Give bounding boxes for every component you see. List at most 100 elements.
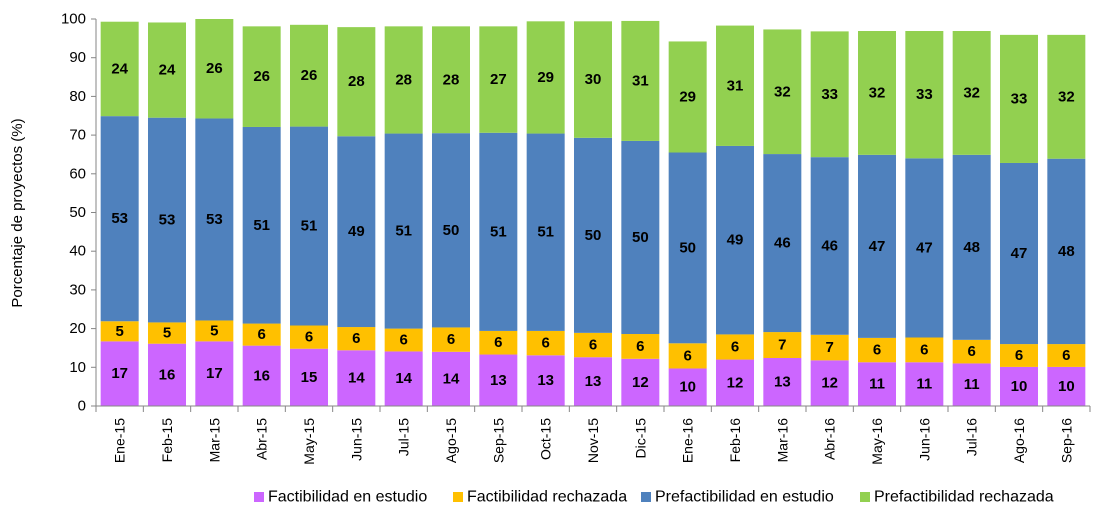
data-label: 48 bbox=[1058, 243, 1075, 260]
legend: Factibilidad en estudio Factibilidad rech… bbox=[254, 489, 1054, 506]
data-label: 5 bbox=[210, 322, 218, 339]
data-label: 32 bbox=[774, 83, 791, 100]
x-tick-label: Sep-16 bbox=[1058, 418, 1074, 463]
data-label: 12 bbox=[632, 374, 649, 391]
bar-segment bbox=[432, 351, 470, 406]
bar-segment bbox=[432, 26, 470, 134]
legend-swatch bbox=[860, 492, 870, 502]
data-label: 10 bbox=[679, 379, 696, 396]
data-label: 51 bbox=[301, 218, 318, 235]
data-label: 14 bbox=[443, 370, 460, 387]
bar-segment bbox=[195, 320, 234, 342]
x-tick-label: Jun-16 bbox=[916, 418, 932, 461]
bar-segment bbox=[148, 322, 186, 344]
bar-segment bbox=[952, 339, 991, 364]
data-label: 6 bbox=[731, 338, 739, 355]
bar-segment bbox=[1047, 366, 1086, 406]
bar-segment bbox=[716, 145, 754, 335]
data-label: 6 bbox=[541, 335, 549, 352]
legend-label: Prefactibilidad en estudio bbox=[655, 489, 834, 506]
data-label: 5 bbox=[115, 323, 123, 340]
x-tick-label: Ago-16 bbox=[1011, 418, 1027, 463]
bar-segment bbox=[952, 363, 991, 406]
x-tick-label: Sep-15 bbox=[490, 418, 506, 463]
bar-segment bbox=[526, 355, 565, 406]
bar-segment bbox=[668, 41, 707, 153]
bar-segment bbox=[432, 327, 470, 352]
bar-segment bbox=[621, 140, 660, 335]
bar-segment bbox=[810, 31, 849, 158]
bar-segment bbox=[952, 31, 991, 155]
data-label: 6 bbox=[399, 332, 407, 349]
data-label: 6 bbox=[683, 347, 691, 364]
bar-segment bbox=[432, 133, 470, 328]
data-label: 16 bbox=[159, 366, 176, 383]
data-label: 51 bbox=[253, 217, 270, 234]
data-label: 6 bbox=[1015, 347, 1023, 364]
data-label: 14 bbox=[395, 370, 412, 387]
data-label: 6 bbox=[1062, 347, 1070, 364]
bar-segment bbox=[858, 154, 896, 338]
bar-segment bbox=[858, 337, 896, 363]
data-label: 16 bbox=[253, 367, 270, 384]
data-label: 6 bbox=[967, 343, 975, 360]
data-label: 51 bbox=[490, 223, 507, 240]
bar-segment bbox=[574, 137, 612, 333]
bar-segment bbox=[1047, 344, 1086, 367]
data-label: 46 bbox=[774, 235, 791, 252]
data-label: 29 bbox=[537, 69, 554, 86]
bar-segment bbox=[242, 345, 281, 406]
x-tick-label: May-16 bbox=[869, 418, 885, 465]
x-tick-label: Dic-15 bbox=[632, 418, 648, 459]
bar-segment bbox=[148, 343, 186, 406]
bar-segment bbox=[290, 348, 328, 406]
bar-segment bbox=[668, 343, 707, 369]
data-label: 6 bbox=[920, 341, 928, 358]
bar-segment bbox=[337, 27, 376, 137]
bar-segment bbox=[100, 21, 139, 117]
data-label: 10 bbox=[1011, 378, 1028, 395]
y-tick-label: 60 bbox=[69, 165, 86, 182]
bar-segment bbox=[100, 341, 139, 406]
bar-segment bbox=[1000, 34, 1038, 163]
y-tick-label: 0 bbox=[78, 398, 86, 415]
bar-segment bbox=[242, 323, 281, 346]
legend-swatch bbox=[641, 492, 651, 502]
bar-segment bbox=[763, 332, 802, 359]
bar-segment bbox=[810, 157, 849, 335]
data-label: 48 bbox=[963, 239, 980, 256]
legend-swatch bbox=[254, 492, 264, 502]
data-label: 11 bbox=[916, 376, 932, 393]
data-label: 28 bbox=[395, 71, 412, 88]
bar-segment bbox=[905, 362, 944, 406]
data-label: 6 bbox=[636, 338, 644, 355]
bar-segment bbox=[905, 337, 944, 363]
x-tick-label: Ene-15 bbox=[112, 418, 128, 463]
x-tick-label: Abr-15 bbox=[254, 418, 270, 460]
data-label: 30 bbox=[585, 71, 602, 88]
bar-segment bbox=[621, 358, 660, 406]
x-tick-label: Jun-15 bbox=[348, 418, 364, 461]
bar-segment bbox=[242, 26, 281, 127]
bar-segment bbox=[384, 26, 423, 134]
bar-segment bbox=[1047, 34, 1086, 159]
bars-group: 17 5 53 24 16 5 53 24 17 5 53 26 16 6 51 26 15 6 51 26 14 6 49… bbox=[100, 19, 1086, 406]
data-label: 50 bbox=[585, 227, 602, 244]
bar-segment bbox=[195, 118, 234, 321]
data-label: 6 bbox=[447, 331, 455, 348]
data-label: 32 bbox=[1058, 88, 1075, 105]
bar-segment bbox=[621, 20, 660, 141]
data-label: 53 bbox=[159, 212, 176, 229]
data-label: 6 bbox=[257, 326, 265, 343]
data-label: 26 bbox=[253, 68, 270, 85]
y-tick-label: 80 bbox=[69, 88, 86, 105]
bar-segment bbox=[337, 136, 376, 328]
data-label: 50 bbox=[679, 239, 696, 256]
data-label: 17 bbox=[111, 365, 128, 382]
data-label: 7 bbox=[778, 337, 786, 354]
bar-segment bbox=[148, 22, 186, 118]
data-label: 14 bbox=[348, 370, 365, 387]
data-label: 53 bbox=[111, 210, 128, 227]
bar-segment bbox=[337, 327, 376, 351]
y-tick-label: 100 bbox=[61, 11, 86, 28]
